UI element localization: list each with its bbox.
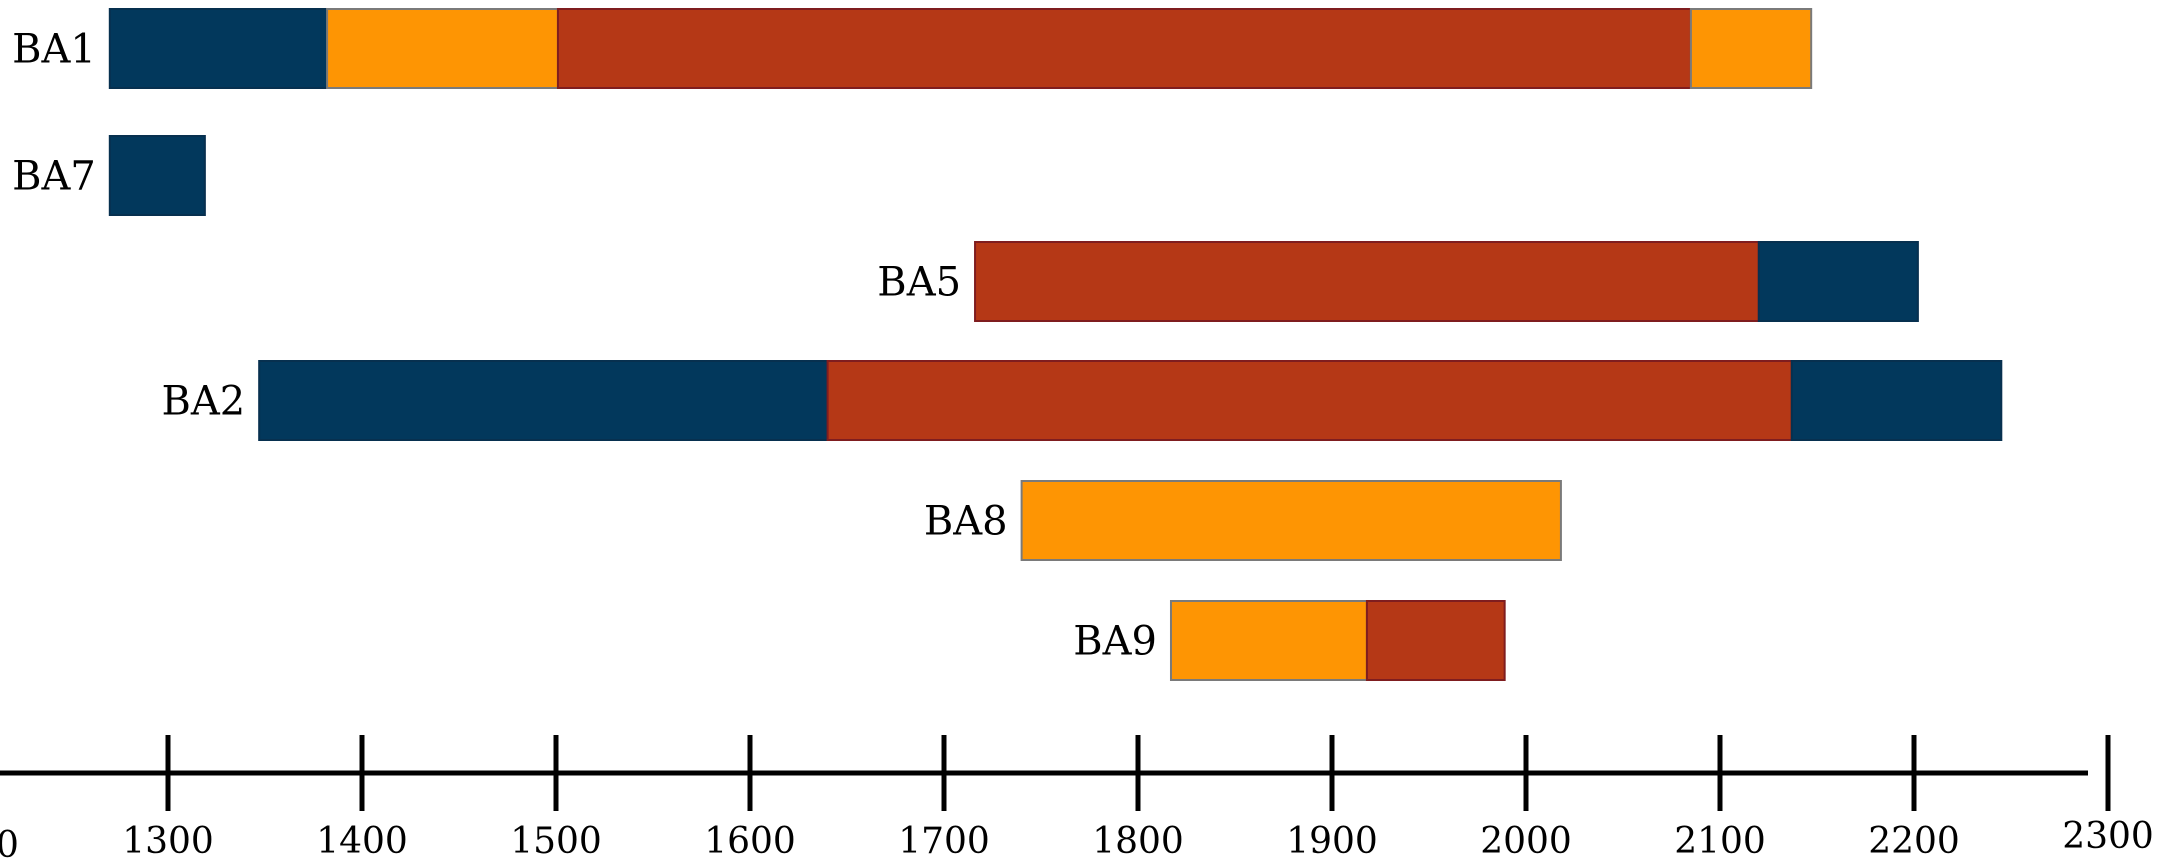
row-label-ba1: BA1 [12, 27, 96, 73]
bar-segment-ba8-0 [1020, 480, 1562, 561]
bar-segment-ba1-2 [556, 8, 1692, 89]
x-tick-label-1: 1300 [122, 821, 214, 860]
bar-segment-ba9-1 [1365, 600, 1506, 681]
row-label-ba8: BA8 [924, 499, 1008, 545]
row-label-ba9: BA9 [1073, 619, 1157, 665]
x-axis: 0 1300 1400 1500 1600 1700 1800 1900 2000 2100 220… [0, 735, 2154, 860]
bar-segment-ba2-1 [826, 360, 1793, 441]
x-tick-label-11: 2300 [2062, 816, 2154, 857]
row-label-ba5: BA5 [877, 260, 961, 306]
row-labels-layer: BA1 BA7 BA5 BA2 BA8 BA9 [12, 27, 1157, 665]
bar-segment-ba2-0 [258, 360, 829, 441]
bar-segment-ba5-1 [1757, 241, 1919, 322]
bar-segment-ba7-0 [108, 135, 206, 216]
x-tick-label-5: 1700 [898, 821, 990, 860]
bar-segment-ba1-1 [326, 8, 559, 89]
row-label-ba2: BA2 [161, 379, 245, 425]
bar-segment-ba9-0 [1169, 600, 1368, 681]
x-tick-label-6: 1800 [1092, 821, 1184, 860]
x-tick-label-10: 2200 [1868, 821, 1960, 860]
row-label-ba7: BA7 [12, 154, 96, 200]
bars-layer [108, 8, 2003, 681]
x-tick-label-2: 1400 [316, 821, 408, 860]
bar-segment-ba1-0 [108, 8, 329, 89]
bar-segment-ba2-2 [1790, 360, 2003, 441]
x-tick-label-4: 1600 [704, 821, 796, 860]
x-tick-label-3: 1500 [510, 821, 602, 860]
bar-segment-ba5-0 [974, 241, 1760, 322]
x-tick-label-9: 2100 [1674, 821, 1766, 860]
x-tick-label-8: 2000 [1480, 821, 1572, 860]
x-tick-label-7: 1900 [1286, 821, 1378, 860]
x-tick-label-0: 0 [0, 825, 19, 860]
bar-segment-ba1-3 [1689, 8, 1813, 89]
